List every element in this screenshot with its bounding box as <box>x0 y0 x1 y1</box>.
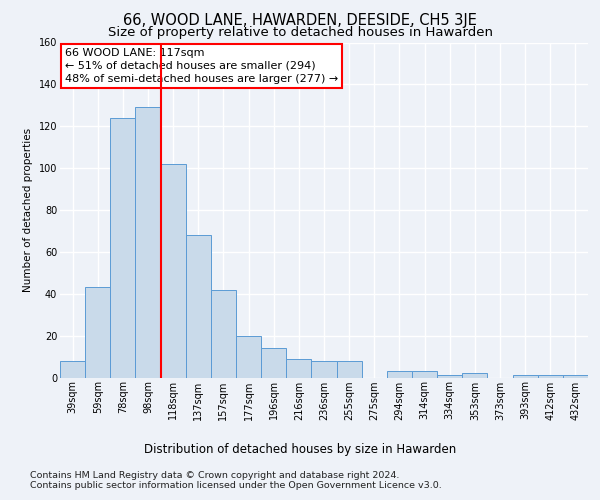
Text: 66, WOOD LANE, HAWARDEN, DEESIDE, CH5 3JE: 66, WOOD LANE, HAWARDEN, DEESIDE, CH5 3J… <box>123 12 477 28</box>
Bar <box>286 358 311 378</box>
Bar <box>337 361 362 378</box>
Bar <box>387 371 412 378</box>
Bar <box>311 361 337 378</box>
Bar <box>186 235 211 378</box>
Bar <box>161 164 186 378</box>
Bar <box>85 288 110 378</box>
Text: Size of property relative to detached houses in Hawarden: Size of property relative to detached ho… <box>107 26 493 39</box>
Bar <box>261 348 286 378</box>
Bar <box>136 108 161 378</box>
Bar <box>211 290 236 378</box>
Bar <box>412 371 437 378</box>
Text: Contains public sector information licensed under the Open Government Licence v3: Contains public sector information licen… <box>30 481 442 490</box>
Text: 66 WOOD LANE: 117sqm
← 51% of detached houses are smaller (294)
48% of semi-deta: 66 WOOD LANE: 117sqm ← 51% of detached h… <box>65 48 338 84</box>
Bar <box>60 361 85 378</box>
Bar <box>437 376 462 378</box>
Bar <box>563 376 588 378</box>
Bar <box>110 118 136 378</box>
Text: Contains HM Land Registry data © Crown copyright and database right 2024.: Contains HM Land Registry data © Crown c… <box>30 471 400 480</box>
Bar <box>512 376 538 378</box>
Text: Distribution of detached houses by size in Hawarden: Distribution of detached houses by size … <box>144 442 456 456</box>
Bar <box>538 376 563 378</box>
Y-axis label: Number of detached properties: Number of detached properties <box>23 128 33 292</box>
Bar <box>236 336 261 378</box>
Bar <box>462 374 487 378</box>
